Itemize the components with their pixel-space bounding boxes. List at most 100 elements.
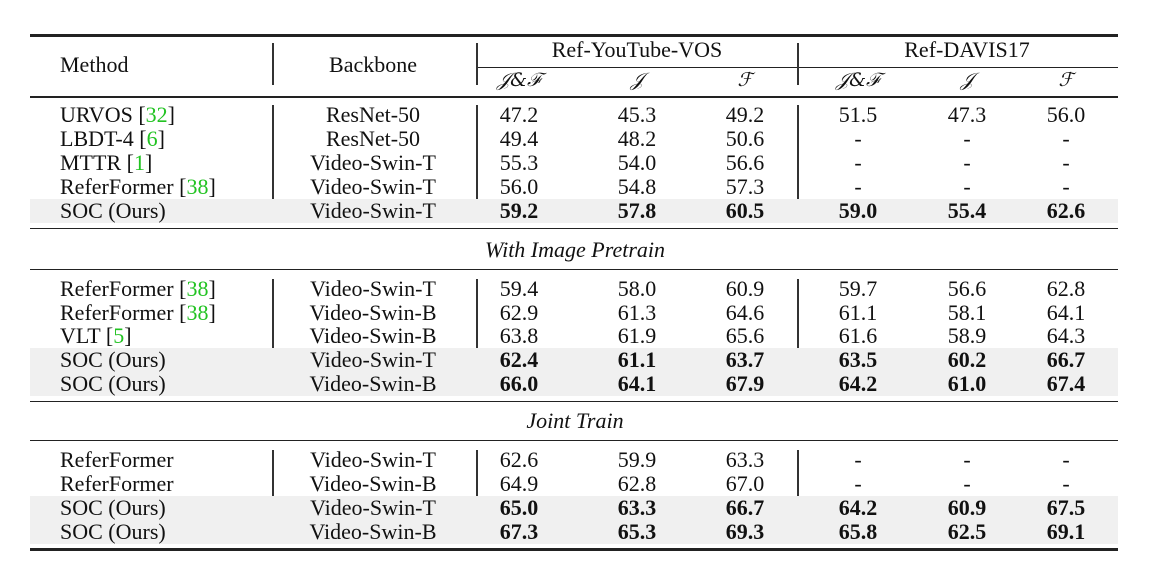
section-rule bbox=[30, 440, 1118, 442]
header-metric: ℱ bbox=[737, 69, 753, 91]
citation-link[interactable]: 38 bbox=[186, 276, 209, 301]
metric-value: 56.6 bbox=[947, 276, 987, 301]
metric-value: 50.6 bbox=[725, 126, 765, 151]
metric-value: 62.8 bbox=[617, 471, 657, 496]
metric-value: 61.9 bbox=[617, 323, 657, 348]
metric-value: 58.1 bbox=[947, 300, 987, 325]
metric-value: 67.9 bbox=[725, 371, 765, 396]
header-dataset-davis: Ref-DAVIS17 bbox=[904, 37, 1030, 62]
backbone-cell: Video-Swin-T bbox=[310, 347, 436, 372]
citation-link[interactable]: 6 bbox=[146, 126, 158, 151]
method-name: SOC (Ours) bbox=[60, 198, 166, 223]
metric-value: 61.1 bbox=[617, 347, 657, 372]
method-cell: ReferFormer bbox=[60, 472, 174, 496]
backbone-cell: Video-Swin-T bbox=[310, 447, 436, 472]
citation-link[interactable]: 32 bbox=[145, 102, 168, 127]
method-cell: ReferFormer bbox=[60, 448, 174, 472]
metric-value: - bbox=[1062, 126, 1070, 151]
metric-value: 64.6 bbox=[725, 300, 765, 325]
metric-value: 60.2 bbox=[947, 347, 987, 372]
citation-link[interactable]: 1 bbox=[133, 150, 145, 175]
backbone-cell: ResNet-50 bbox=[325, 126, 421, 151]
metric-value: 59.0 bbox=[838, 198, 878, 223]
metric-value: 61.1 bbox=[838, 300, 878, 325]
section-rule bbox=[30, 228, 1118, 230]
metric-value: 66.7 bbox=[725, 495, 765, 520]
metric-value: - bbox=[1062, 174, 1070, 199]
metric-value: 69.1 bbox=[1046, 519, 1086, 544]
method-cell: ReferFormer [38] bbox=[60, 276, 216, 301]
metric-value: 51.5 bbox=[838, 102, 878, 127]
citation-link[interactable]: 38 bbox=[186, 174, 209, 199]
metric-value: 63.7 bbox=[725, 347, 765, 372]
metric-value: 61.0 bbox=[947, 371, 987, 396]
metric-value: 56.6 bbox=[725, 150, 765, 175]
method-name: SOC (Ours) bbox=[60, 519, 166, 544]
column-divider bbox=[797, 43, 799, 85]
metric-value: 66.7 bbox=[1046, 347, 1086, 372]
metric-value: - bbox=[854, 471, 862, 496]
column-divider bbox=[272, 43, 274, 85]
metric-value: 62.6 bbox=[499, 447, 539, 472]
highlight-row-bg bbox=[30, 372, 1118, 396]
metric-value: 58.9 bbox=[947, 323, 987, 348]
metric-value: 47.2 bbox=[499, 102, 539, 127]
metric-value: 60.5 bbox=[725, 198, 765, 223]
method-name: VLT bbox=[60, 323, 101, 348]
metric-value: - bbox=[854, 150, 862, 175]
backbone-cell: Video-Swin-T bbox=[310, 150, 436, 175]
metric-value: - bbox=[854, 447, 862, 472]
header-rule bbox=[30, 96, 1118, 98]
metric-value: 63.8 bbox=[499, 323, 539, 348]
metric-value: - bbox=[963, 174, 971, 199]
method-cell: SOC (Ours) bbox=[60, 372, 166, 396]
method-name: SOC (Ours) bbox=[60, 371, 166, 396]
metric-value: 57.3 bbox=[725, 174, 765, 199]
header-metric: ℱ bbox=[1058, 69, 1074, 91]
method-cell: LBDT-4 [6] bbox=[60, 126, 165, 151]
section-title: Joint Train bbox=[526, 408, 624, 433]
metric-value: - bbox=[854, 126, 862, 151]
metric-value: 63.3 bbox=[725, 447, 765, 472]
column-divider bbox=[476, 279, 478, 396]
backbone-cell: ResNet-50 bbox=[325, 102, 421, 127]
metric-value: 54.0 bbox=[617, 150, 657, 175]
highlight-row-bg bbox=[30, 348, 1118, 372]
metric-value: 67.4 bbox=[1046, 371, 1086, 396]
backbone-cell: Video-Swin-B bbox=[309, 323, 437, 348]
metric-value: 64.1 bbox=[617, 371, 657, 396]
metric-value: 61.6 bbox=[838, 323, 878, 348]
metric-value: - bbox=[963, 471, 971, 496]
highlight-row-bg bbox=[30, 199, 1118, 223]
metric-value: 59.7 bbox=[838, 276, 878, 301]
metric-value: - bbox=[854, 174, 862, 199]
metric-value: 62.6 bbox=[1046, 198, 1086, 223]
citation-link[interactable]: 5 bbox=[113, 323, 125, 348]
metric-value: 56.0 bbox=[1046, 102, 1086, 127]
metric-value: 64.2 bbox=[838, 371, 878, 396]
metric-value: 60.9 bbox=[725, 276, 765, 301]
citation-link[interactable]: 38 bbox=[186, 300, 209, 325]
header-dataset-ytvos: Ref-YouTube-VOS bbox=[551, 37, 723, 62]
backbone-cell: Video-Swin-T bbox=[310, 174, 436, 199]
metric-value: 67.3 bbox=[499, 519, 539, 544]
metric-value: 55.3 bbox=[499, 150, 539, 175]
metric-value: 59.2 bbox=[499, 198, 539, 223]
metric-value: 59.9 bbox=[617, 447, 657, 472]
section-rule bbox=[30, 401, 1118, 403]
method-name: ReferFormer bbox=[60, 471, 174, 496]
method-cell: SOC (Ours) bbox=[60, 348, 166, 372]
method-cell: ReferFormer [38] bbox=[60, 300, 216, 325]
metric-value: 55.4 bbox=[947, 198, 987, 223]
metric-value: 63.5 bbox=[838, 347, 878, 372]
backbone-cell: Video-Swin-T bbox=[310, 276, 436, 301]
method-name: ReferFormer bbox=[60, 276, 174, 301]
header-metric: 𝒥&ℱ bbox=[496, 69, 542, 91]
metric-value: - bbox=[963, 126, 971, 151]
header-metric: 𝒥 bbox=[960, 69, 974, 91]
backbone-cell: Video-Swin-B bbox=[309, 519, 437, 544]
header-metric: 𝒥&ℱ bbox=[835, 69, 881, 91]
metric-value: 66.0 bbox=[499, 371, 539, 396]
method-cell: SOC (Ours) bbox=[60, 496, 166, 520]
metric-value: 63.3 bbox=[617, 495, 657, 520]
